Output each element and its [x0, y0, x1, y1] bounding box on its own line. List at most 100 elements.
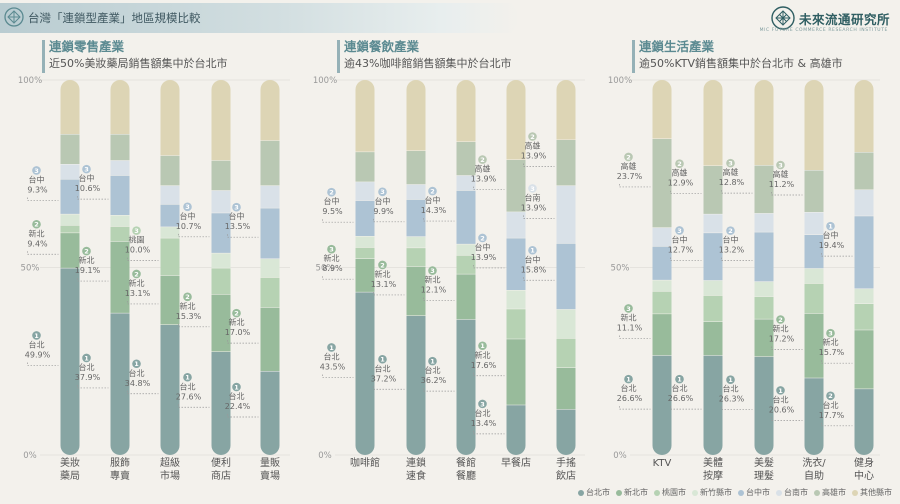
annotation-value: 37.9% [75, 373, 101, 382]
rank-number: 1 [530, 247, 535, 255]
rank-badge [132, 226, 141, 235]
legend-swatch [692, 489, 698, 496]
rank-badge [478, 341, 487, 351]
category-label: 餐廳 [456, 469, 476, 482]
category-label: 量販 [260, 457, 280, 469]
rank-badge [132, 269, 141, 279]
annotation-region: 高雄 [621, 161, 637, 171]
annotation-leader [670, 190, 702, 195]
annotation-value: 13.9% [521, 203, 547, 212]
rank-badge [32, 219, 41, 229]
bar-segments [754, 80, 774, 455]
rank-badge [624, 374, 633, 384]
rank-number: 3 [234, 204, 239, 212]
y-tick-label: 0% [23, 451, 37, 461]
bar-segment [110, 226, 130, 242]
annotation-region: 桃園 [129, 235, 145, 245]
bar-segments [652, 80, 672, 455]
legend-label: 台中市 [746, 488, 770, 497]
y-tick-label: 0% [318, 451, 332, 461]
bar-segment [211, 80, 231, 161]
rank-number: 2 [134, 270, 139, 278]
bar-segment [456, 319, 476, 455]
bar-segment [355, 200, 375, 236]
bar-segment [160, 155, 180, 186]
rank-number: 2 [728, 227, 733, 235]
legend-swatch [738, 489, 744, 496]
rank-number: 1 [430, 358, 435, 366]
bar-segment [804, 313, 824, 378]
annotation-value: 13.1% [371, 280, 397, 289]
bar-segment [854, 329, 874, 389]
annotation-value: 19.1% [75, 266, 101, 275]
category-label: 速食 [406, 469, 426, 482]
bar-segment [456, 190, 476, 244]
annotation-leader [670, 406, 702, 410]
annotation-leader [670, 257, 702, 261]
category-label: 賣場 [260, 469, 280, 482]
bar-segment [754, 318, 774, 357]
annotation-leader [178, 233, 210, 238]
legend: 台北市 新北市 桃園市 新竹縣市 台中市 台南市 高雄市 其他縣市 [578, 487, 892, 498]
bar-segment [160, 226, 180, 238]
panel-subtitle-retail: 近50%美妝藥局銷售額集中於台北市 [49, 57, 228, 70]
panel-header-accent [632, 40, 635, 73]
bar-segment [854, 288, 874, 304]
bar-segment [211, 294, 231, 352]
rank-number: 3 [134, 227, 139, 235]
annotation-leader [473, 264, 505, 269]
rank-badge [183, 202, 192, 212]
legend-swatch [578, 489, 584, 496]
bar-segment [506, 290, 526, 309]
bar-segment [260, 140, 280, 186]
annotation-value: 9.4% [27, 239, 48, 248]
annotation-region: 台中 [324, 196, 340, 206]
category-label: 藥局 [60, 470, 80, 482]
rank-number: 2 [84, 247, 89, 255]
bar-segment [211, 190, 231, 213]
annotation-region: 高雄 [672, 168, 688, 178]
bar-segment [160, 275, 180, 325]
annotation-value: 11.2% [769, 180, 795, 189]
rank-number: 1 [134, 360, 139, 368]
annotation-region: 台中 [475, 242, 491, 252]
annotation-region: 台北 [29, 339, 45, 349]
annotation-region: 高雄 [773, 169, 789, 179]
bar-segment [260, 307, 280, 371]
rank-badge [82, 353, 91, 363]
bar-segment [652, 313, 672, 356]
category-label: 美體 [703, 456, 723, 469]
rank-badge [32, 331, 41, 340]
bar-segment [160, 237, 180, 276]
bar-segment [703, 165, 723, 214]
annotation-region: 台北 [621, 383, 637, 393]
bar-segment [703, 232, 723, 281]
annotation-leader [227, 234, 259, 238]
bar-segment [754, 281, 774, 297]
bar-segments [211, 80, 231, 455]
bar-segment [355, 80, 375, 152]
rank-badge [232, 202, 241, 212]
bar-segment [754, 231, 774, 282]
category-label: 商店 [211, 469, 231, 482]
annotation-leader [523, 163, 555, 167]
rank-number: 2 [185, 293, 190, 301]
annotation-leader [178, 323, 210, 328]
annotation-leader [373, 218, 405, 223]
bar-1-1 [406, 80, 426, 455]
bar-segment [211, 160, 231, 191]
bar-segment [456, 243, 476, 256]
annotation-region: 台中 [823, 230, 839, 240]
rank-badge [528, 132, 537, 141]
rank-number: 1 [185, 374, 190, 382]
rank-badge [776, 160, 785, 170]
rank-badge [478, 399, 487, 409]
annotation-region: 新北 [29, 228, 45, 238]
bar-segment [211, 212, 231, 253]
rank-number: 3 [677, 227, 682, 235]
rank-number: 2 [234, 310, 239, 318]
bar-segment [854, 303, 874, 330]
rank-badge [826, 328, 835, 338]
annotation-value: 17.7% [819, 411, 845, 420]
annotation-value: 26.6% [668, 394, 694, 403]
